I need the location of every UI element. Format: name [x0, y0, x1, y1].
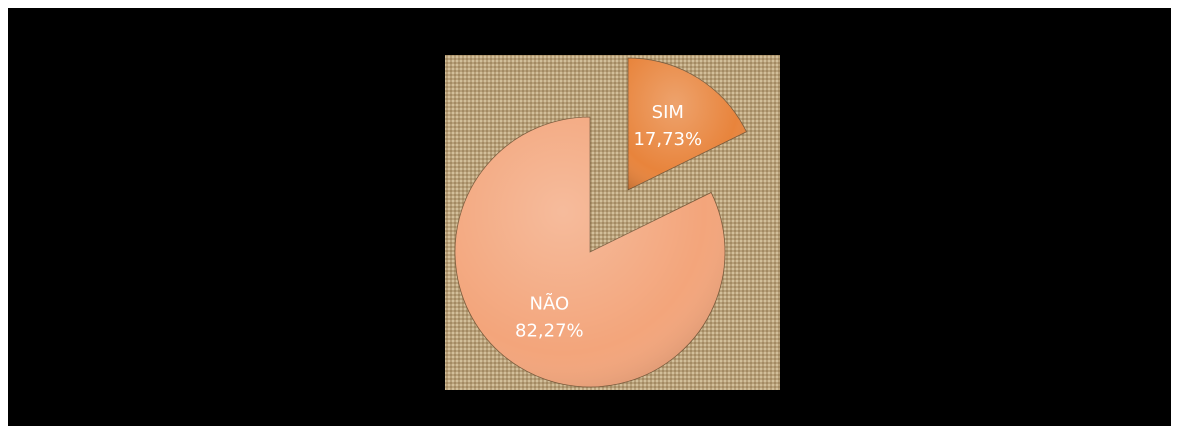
pie: SIM 17,73% NÃO 82,27% [454, 57, 748, 388]
slice-category-label: SIM [652, 102, 684, 123]
slice-shine [628, 58, 747, 190]
slice-value-label: 82,27% [515, 320, 584, 341]
slice-value-label: 17,73% [633, 129, 702, 150]
slice-category-label: NÃO [530, 292, 570, 314]
slice-shine [454, 117, 725, 387]
